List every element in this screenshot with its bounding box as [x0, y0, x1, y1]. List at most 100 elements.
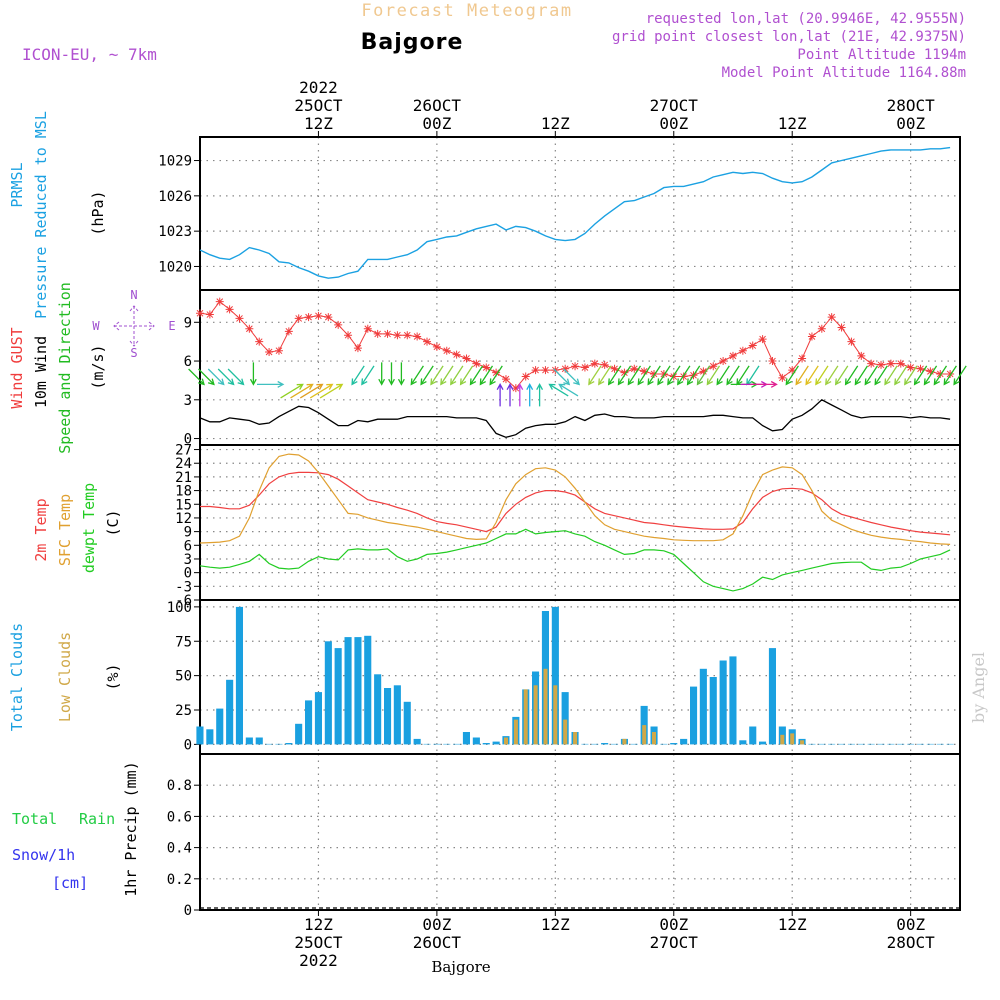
wind-arrow: [430, 365, 444, 386]
wind-arrow: [299, 383, 324, 399]
gust-marker: [215, 297, 224, 306]
wind-arrow: [617, 365, 632, 386]
total-cloud-bar: [818, 743, 826, 745]
gust-marker: [255, 337, 264, 346]
gust-marker: [758, 335, 767, 344]
gust-marker: [788, 366, 797, 375]
total-cloud-bar: [305, 700, 313, 745]
gust-marker: [245, 324, 254, 333]
total-cloud-bar: [877, 743, 885, 745]
total-cloud-bar: [828, 743, 836, 745]
wind-arrow: [637, 365, 651, 386]
low-cloud-bar: [553, 685, 558, 745]
total-cloud-bar: [630, 743, 638, 745]
gust-marker: [906, 363, 915, 372]
bottom-time-label: 28OCT: [887, 933, 936, 952]
total-cloud-bar: [492, 741, 500, 745]
wind-arrow: [913, 365, 928, 386]
gust-marker: [265, 348, 274, 356]
total-cloud-bar: [551, 606, 559, 745]
gust-marker: [610, 364, 619, 373]
wind-arrow: [526, 383, 534, 407]
gust-marker: [482, 363, 491, 372]
bottom-time-label: 12Z: [778, 915, 807, 934]
total-cloud-bar: [295, 723, 303, 745]
gust-marker: [205, 310, 214, 319]
gust-marker: [877, 360, 886, 369]
total-cloud-bar: [690, 686, 698, 745]
compass-w: W: [92, 319, 100, 333]
bottom-time-label: 00Z: [422, 915, 451, 934]
wind-arrow: [844, 365, 859, 386]
wind-arrow: [647, 365, 661, 386]
gust-marker: [896, 359, 905, 368]
total-cloud-bar: [808, 743, 816, 745]
wind-arrow: [834, 365, 849, 386]
gust-marker: [363, 324, 372, 333]
gust-marker: [600, 360, 609, 369]
gust-marker: [344, 331, 353, 340]
top-time-label: 00Z: [422, 114, 451, 133]
gust-line: [199, 300, 951, 389]
point-altitude: Point Altitude 1194m: [797, 47, 966, 63]
y-tick-label: 0.6: [167, 809, 192, 825]
total-cloud-bar: [768, 648, 776, 745]
gust-marker: [511, 384, 520, 393]
model-label: ICON-EU, ~ 7km: [22, 45, 157, 64]
total-cloud-bar: [857, 743, 865, 745]
gust-marker: [521, 372, 530, 381]
y-tick-label: -3: [175, 579, 192, 595]
total-cloud-bar: [719, 660, 727, 745]
precip-total-label: Total: [12, 810, 57, 828]
gust-marker: [798, 354, 807, 363]
gust-marker: [541, 366, 550, 375]
gust-marker: [314, 311, 323, 320]
panel-frame: [199, 753, 961, 911]
y-tick-label: 12: [175, 511, 192, 527]
total-cloud-bar: [433, 743, 441, 745]
low-cloud-bar: [800, 740, 805, 745]
total-cloud-bar: [660, 743, 668, 745]
top-time-label: 26OCT: [413, 96, 462, 115]
temp-sfc-label: SFC Temp: [56, 494, 74, 566]
total-cloud-bar: [680, 738, 688, 745]
pressure-label-1: PRMSL: [8, 162, 26, 207]
gust-marker: [393, 331, 402, 340]
y-tick-label: 21: [175, 470, 192, 486]
wind-arrow: [440, 365, 454, 386]
total-cloud-bar: [946, 743, 954, 745]
gust-marker: [946, 369, 955, 378]
y-tick-label: 75: [175, 634, 192, 650]
wind-arrow: [257, 380, 285, 388]
wind-arrow: [864, 365, 878, 386]
gust-marker: [886, 359, 895, 368]
compass-arrows: [113, 305, 155, 347]
gust-marker: [452, 350, 461, 359]
wind-arrow: [795, 365, 809, 386]
wind-arrow: [227, 368, 245, 386]
gust-marker: [768, 357, 777, 366]
low-clouds-label: Low Clouds: [56, 632, 74, 722]
gust-marker: [462, 354, 471, 363]
total-cloud-bar: [374, 674, 382, 745]
wind-arrow: [361, 365, 375, 386]
total-cloud-bar: [729, 656, 737, 745]
y-tick-label: 0: [184, 432, 192, 448]
total-cloud-bar: [453, 743, 461, 745]
y-tick-label: 0.2: [167, 872, 192, 888]
gust-marker: [827, 313, 836, 322]
total-cloud-bar: [472, 737, 480, 745]
wind-arrow: [785, 365, 799, 386]
total-cloud-bar: [897, 743, 905, 745]
gust-marker: [738, 346, 747, 355]
wind-arrow: [548, 383, 569, 397]
y-tick-label: 1029: [158, 154, 192, 170]
total-cloud-bar: [265, 743, 273, 745]
precip-cm-label: [cm]: [52, 874, 88, 892]
watermark: by Angel: [969, 652, 988, 723]
y-tick-label: 50: [175, 669, 192, 685]
wind-arrow: [450, 365, 464, 386]
compass-rose: N S W E: [92, 288, 175, 360]
total-cloud-bar: [581, 743, 589, 745]
